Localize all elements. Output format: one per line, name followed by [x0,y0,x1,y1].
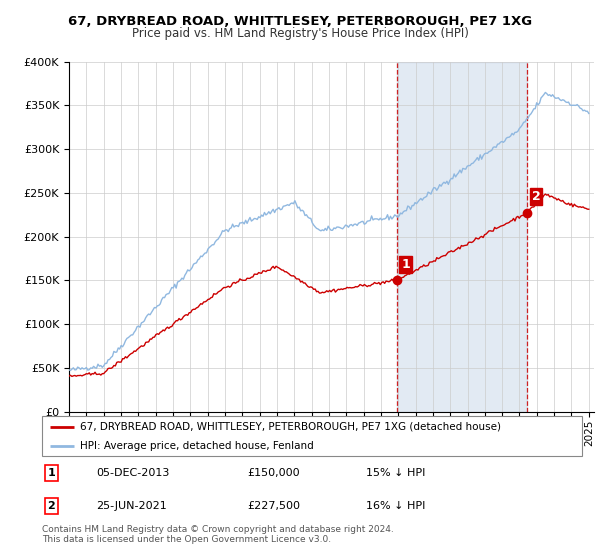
Text: This data is licensed under the Open Government Licence v3.0.: This data is licensed under the Open Gov… [42,535,331,544]
Text: Contains HM Land Registry data © Crown copyright and database right 2024.: Contains HM Land Registry data © Crown c… [42,525,394,534]
Text: 1: 1 [47,468,55,478]
Text: Price paid vs. HM Land Registry's House Price Index (HPI): Price paid vs. HM Land Registry's House … [131,27,469,40]
FancyBboxPatch shape [42,416,582,456]
Text: 15% ↓ HPI: 15% ↓ HPI [366,468,425,478]
Text: 05-DEC-2013: 05-DEC-2013 [96,468,169,478]
Text: 67, DRYBREAD ROAD, WHITTLESEY, PETERBOROUGH, PE7 1XG (detached house): 67, DRYBREAD ROAD, WHITTLESEY, PETERBORO… [80,422,501,432]
Bar [397,62,527,412]
Text: 25-JUN-2021: 25-JUN-2021 [96,501,167,511]
Text: 2: 2 [47,501,55,511]
Text: £227,500: £227,500 [247,501,300,511]
Text: 16% ↓ HPI: 16% ↓ HPI [366,501,425,511]
Text: 67, DRYBREAD ROAD, WHITTLESEY, PETERBOROUGH, PE7 1XG: 67, DRYBREAD ROAD, WHITTLESEY, PETERBORO… [68,15,532,28]
Text: 2: 2 [532,190,541,203]
Text: 1: 1 [401,258,410,271]
Text: HPI: Average price, detached house, Fenland: HPI: Average price, detached house, Fenl… [80,441,314,450]
Text: £150,000: £150,000 [247,468,300,478]
